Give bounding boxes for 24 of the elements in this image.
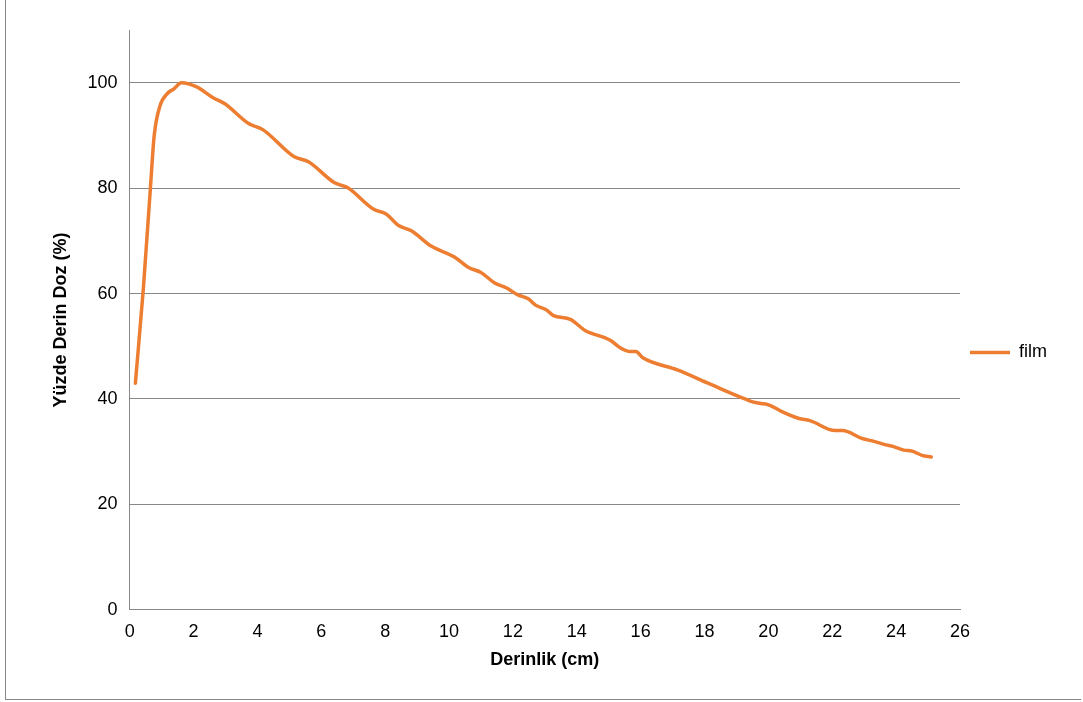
y-axis-title: Yüzde Derin Doz (%) bbox=[49, 232, 70, 408]
line-series bbox=[133, 80, 934, 459]
x-tick-label: 26 bbox=[949, 620, 971, 641]
x-tick-label: 18 bbox=[694, 620, 715, 641]
x-tick-label: 8 bbox=[380, 620, 391, 641]
y-tick-label: 60 bbox=[97, 282, 118, 303]
x-axis-title: Derinlik (cm) bbox=[490, 649, 600, 670]
x-tick-label: 4 bbox=[252, 620, 263, 641]
y-tick-label: 100 bbox=[87, 71, 118, 92]
x-tick-label: 6 bbox=[316, 620, 327, 641]
x-tick-label: 2 bbox=[188, 620, 199, 641]
y-tick-label: 80 bbox=[97, 177, 118, 198]
x-tick-label: 10 bbox=[438, 620, 460, 641]
x-tick-label: 20 bbox=[758, 620, 779, 641]
x-tick-label: 12 bbox=[502, 620, 523, 641]
x-tick-label: 0 bbox=[124, 620, 135, 641]
y-tick-label: 0 bbox=[107, 598, 118, 619]
y-tick-label: 20 bbox=[97, 493, 118, 514]
legend-label: film bbox=[1019, 341, 1048, 362]
x-tick-label: 22 bbox=[822, 620, 843, 641]
x-tick-label: 24 bbox=[886, 620, 907, 641]
x-tick-label: 14 bbox=[566, 620, 587, 641]
x-tick-label: 16 bbox=[630, 620, 651, 641]
y-tick-label: 40 bbox=[97, 387, 118, 408]
